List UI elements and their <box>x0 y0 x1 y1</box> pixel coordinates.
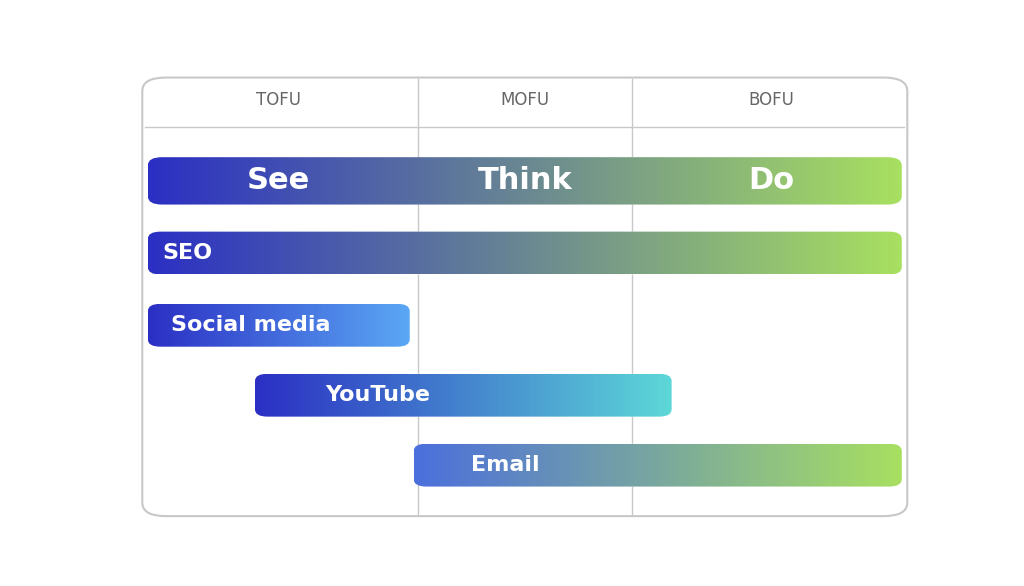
FancyBboxPatch shape <box>147 157 902 205</box>
FancyBboxPatch shape <box>414 444 902 486</box>
Text: TOFU: TOFU <box>256 91 301 108</box>
Text: Social media: Social media <box>171 315 331 335</box>
FancyBboxPatch shape <box>255 374 672 417</box>
FancyBboxPatch shape <box>142 77 907 516</box>
Text: BOFU: BOFU <box>748 91 794 108</box>
FancyBboxPatch shape <box>147 304 410 347</box>
Text: YouTube: YouTube <box>326 385 430 405</box>
Text: Think: Think <box>477 166 572 195</box>
Text: SEO: SEO <box>163 243 213 263</box>
FancyBboxPatch shape <box>147 231 902 274</box>
Text: Email: Email <box>471 455 540 475</box>
Text: MOFU: MOFU <box>501 91 549 108</box>
Text: See: See <box>247 166 310 195</box>
Text: Do: Do <box>748 166 794 195</box>
